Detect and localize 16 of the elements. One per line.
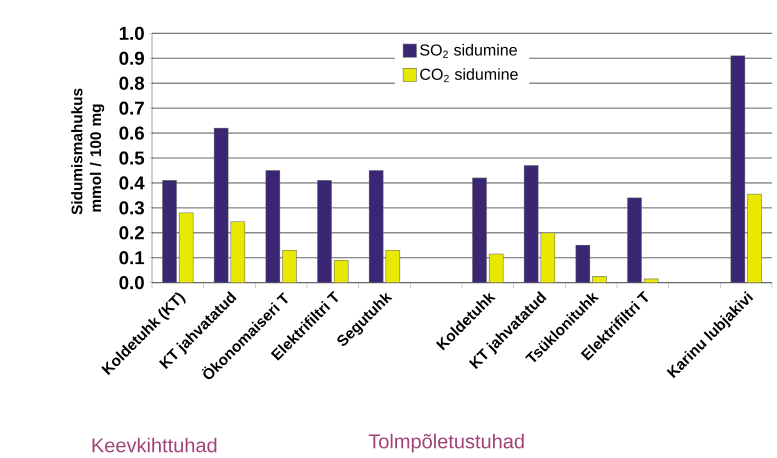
y-tick-label: 0.3 bbox=[119, 201, 144, 214]
y-tick-label: 0.4 bbox=[119, 176, 145, 190]
y-tick-label: 0.9 bbox=[119, 52, 144, 65]
y-axis-title: Sidumismahukus mmol / 100 mg bbox=[71, 88, 104, 214]
y-tick-label: 0.0 bbox=[119, 276, 144, 290]
y-tick-label: 1.0 bbox=[120, 26, 144, 40]
y-tick-label: 0.6 bbox=[119, 126, 144, 140]
y-tick-label: 0.8 bbox=[119, 76, 144, 90]
legend-label: CO$_{2}$ sidumine bbox=[420, 68, 518, 82]
y-tick-label: 0.7 bbox=[119, 102, 144, 115]
y-tick-label: 0.1 bbox=[119, 251, 144, 264]
y-tick-label: 0.5 bbox=[119, 151, 144, 165]
text: Tolmpõletustuhad bbox=[368, 434, 524, 452]
legend-label: SO$_{2}$ sidumine bbox=[420, 44, 517, 58]
y-tick-label: 0.2 bbox=[119, 226, 144, 240]
text: Keevkihttuhad bbox=[92, 438, 216, 452]
